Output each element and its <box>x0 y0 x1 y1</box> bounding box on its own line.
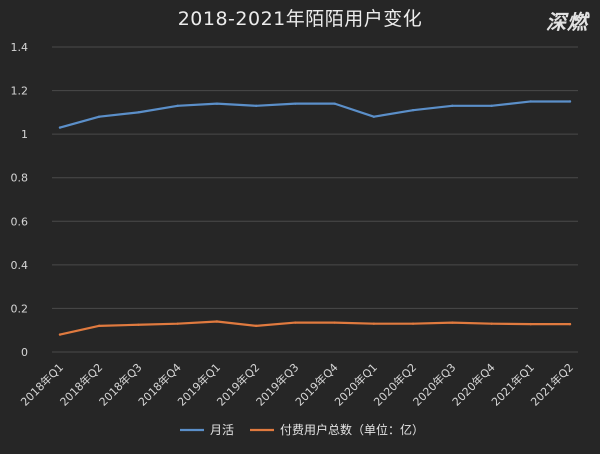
y-tick-label: 0.6 <box>11 215 29 228</box>
y-axis-ticks: 0 0.2 0.4 0.6 0.8 1 1.2 1.4 <box>11 41 29 359</box>
chart-title: 2018-2021年陌陌用户变化 <box>177 8 423 30</box>
legend-label: 付费用户总数（单位：亿） <box>280 422 424 437</box>
data-point <box>451 104 454 108</box>
data-point <box>372 115 376 118</box>
series-line-1 <box>58 320 572 336</box>
data-point <box>215 320 219 323</box>
data-point <box>137 111 140 114</box>
data-point <box>411 108 415 112</box>
data-point <box>176 322 179 325</box>
data-point <box>529 100 532 103</box>
data-point <box>215 102 219 105</box>
x-axis-ticks: 2018年Q12018年Q22018年Q32018年Q42019年Q12019年… <box>18 360 577 409</box>
data-point <box>294 102 297 105</box>
data-point <box>254 324 258 328</box>
series-line-0 <box>58 100 572 129</box>
data-point <box>568 100 572 103</box>
data-point <box>58 126 62 129</box>
data-point <box>294 321 297 324</box>
series-lines <box>58 100 572 336</box>
data-point <box>490 322 493 325</box>
data-point <box>254 104 258 108</box>
y-tick-label: 0.8 <box>11 172 29 185</box>
data-point <box>451 321 454 324</box>
y-tick-label: 1.4 <box>11 41 29 54</box>
watermark-logo: 深燃 <box>546 10 588 34</box>
data-point <box>333 321 336 324</box>
y-tick-label: 0.2 <box>11 302 29 315</box>
data-point <box>372 322 376 325</box>
y-tick-label: 1.2 <box>11 85 29 98</box>
data-point <box>98 115 101 118</box>
data-point <box>411 322 415 325</box>
data-point <box>137 323 140 326</box>
data-point <box>58 333 62 336</box>
data-point <box>333 102 336 105</box>
x-tick-label: 2021年Q2 <box>528 360 577 409</box>
data-point <box>490 104 493 108</box>
data-point <box>529 322 532 326</box>
data-point <box>98 324 101 328</box>
legend-label: 月活 <box>210 423 234 437</box>
y-tick-label: 1 <box>21 128 28 141</box>
y-tick-label: 0.4 <box>11 259 29 272</box>
legend: 月活 付费用户总数（单位：亿） <box>180 422 424 437</box>
grid-lines <box>52 46 578 353</box>
data-point <box>176 104 179 108</box>
data-point <box>568 322 572 326</box>
y-tick-label: 0 <box>21 346 28 359</box>
